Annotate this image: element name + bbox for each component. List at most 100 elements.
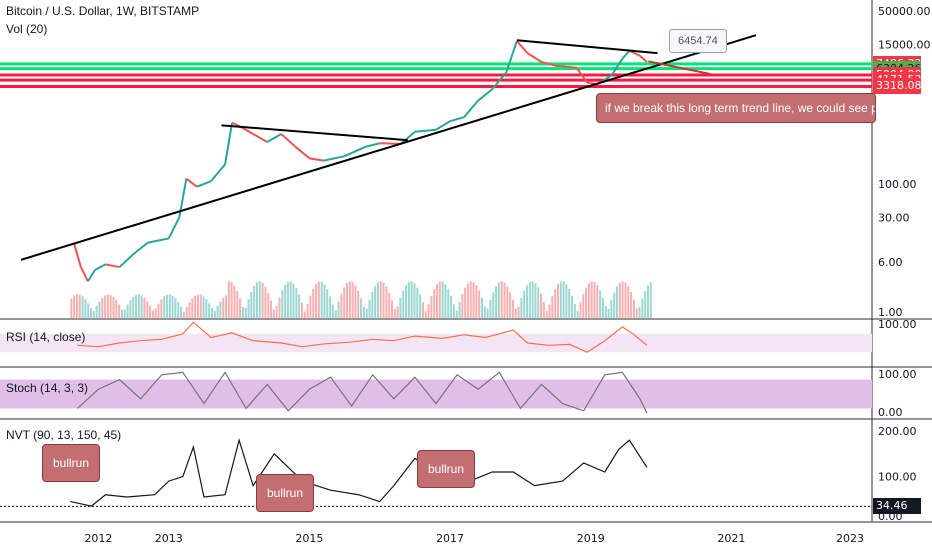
volume-bar <box>506 286 509 318</box>
volume-bar <box>81 296 84 318</box>
volume-bar <box>627 286 630 318</box>
volume-bar <box>601 297 604 318</box>
volume-bar <box>233 285 236 318</box>
volume-bar <box>208 303 211 318</box>
price-tick-4: 6.00 <box>878 256 903 269</box>
volume-bar <box>548 304 551 318</box>
volume-bar <box>641 298 644 318</box>
volume-bar <box>126 304 129 318</box>
volume-bar <box>455 310 458 318</box>
volume-bar <box>458 301 461 318</box>
stoch-label[interactable]: Stoch (14, 3, 3) <box>6 381 89 395</box>
volume-bar <box>165 294 168 318</box>
volume-bar <box>413 283 416 318</box>
volume-bar <box>436 284 438 318</box>
volume-bar <box>551 296 554 318</box>
volume-bar <box>565 284 568 318</box>
volume-bar <box>596 285 599 318</box>
volume-bar <box>92 310 95 318</box>
volume-bar <box>579 302 582 318</box>
price-callout[interactable]: 6454.74 <box>669 29 727 53</box>
trendline-0 <box>20 34 757 261</box>
volume-bar <box>554 289 557 318</box>
volume-bar <box>185 307 188 318</box>
volume-bar <box>649 282 652 318</box>
volume-bar <box>315 283 318 318</box>
price-segment-16 <box>231 121 240 127</box>
bullrun-callout-3[interactable]: bullrun <box>417 450 476 488</box>
volume-bar <box>194 295 197 318</box>
volume-bar <box>115 300 118 318</box>
bullrun-callout-2[interactable]: bullrun <box>256 474 315 512</box>
volume-label[interactable]: Vol (20) <box>6 22 48 36</box>
rsi-label[interactable]: RSI (14, close) <box>6 330 86 344</box>
price-tick-2: 100.00 <box>878 178 917 191</box>
volume-bar <box>632 299 635 318</box>
price-segment-34 <box>505 40 518 73</box>
price-segment-2 <box>79 266 89 282</box>
volume-bar <box>500 281 503 318</box>
bullrun-callout-1[interactable]: bullrun <box>42 444 101 482</box>
price-segment-5 <box>105 263 120 269</box>
price-segment-21 <box>294 145 311 160</box>
price-segment-39 <box>575 67 589 84</box>
volume-bar <box>275 305 278 318</box>
price-segment-42 <box>610 58 624 76</box>
volume-bar <box>244 307 247 318</box>
volume-bar <box>171 295 174 318</box>
volume-bar <box>399 297 402 318</box>
volume-bar <box>70 298 73 318</box>
volume-bar <box>481 297 484 318</box>
volume-bar <box>517 306 520 318</box>
volume-bar <box>326 289 329 318</box>
volume-bar <box>317 281 320 318</box>
volume-bar <box>163 296 166 318</box>
volume-bar <box>492 292 495 318</box>
price-segment-23 <box>323 155 345 162</box>
nvt-label[interactable]: NVT (90, 13, 150, 45) <box>6 428 122 442</box>
volume-bar <box>441 281 444 318</box>
volume-bar <box>129 300 132 318</box>
volume-bar <box>464 287 467 318</box>
time-tick-4: 2019 <box>577 532 605 545</box>
volume-bar <box>87 303 90 318</box>
volume-bar <box>270 300 273 318</box>
volume-bar <box>140 295 143 318</box>
volume-bar <box>357 290 360 318</box>
nvt-tick-0: 200.00 <box>878 425 917 438</box>
volume-bar <box>199 294 202 318</box>
volume-bar <box>630 292 633 318</box>
volume-bar <box>205 299 208 318</box>
volume-bar <box>621 281 624 318</box>
price-segment-31 <box>463 99 479 118</box>
volume-bar <box>534 283 537 318</box>
trendlines[interactable] <box>20 34 757 261</box>
volume-bar <box>219 301 222 318</box>
price-segment-19 <box>266 133 282 143</box>
volume-bar <box>503 282 506 318</box>
volume-bar <box>306 303 309 318</box>
volume-bar <box>452 304 455 318</box>
nvt-tick-1: 100.00 <box>878 471 917 484</box>
volume-bar <box>374 286 377 318</box>
volume-bar <box>348 281 351 318</box>
price-segment-12 <box>185 177 198 188</box>
volume-bar <box>106 294 109 318</box>
horizontal-levels[interactable] <box>0 62 872 88</box>
symbol-title[interactable]: Bitcoin / U.S. Dollar, 1W, BITSTAMP <box>6 4 200 18</box>
price-segment-27 <box>400 131 416 145</box>
volume-bar <box>582 294 585 318</box>
volume-bar <box>143 297 146 318</box>
volume-bar <box>635 308 638 318</box>
volume-bar <box>168 294 171 318</box>
volume-bar <box>472 281 475 318</box>
price-segment-9 <box>158 237 169 242</box>
volume-bar <box>222 297 225 318</box>
trend-callout[interactable]: if we break this long term trend line, w… <box>596 93 876 123</box>
volume-bar <box>540 293 543 318</box>
price-segment-32 <box>477 88 493 102</box>
volume-bar <box>84 299 87 318</box>
volume-bar <box>610 300 613 318</box>
volume-bar <box>104 295 107 318</box>
volume-bar <box>365 308 368 318</box>
